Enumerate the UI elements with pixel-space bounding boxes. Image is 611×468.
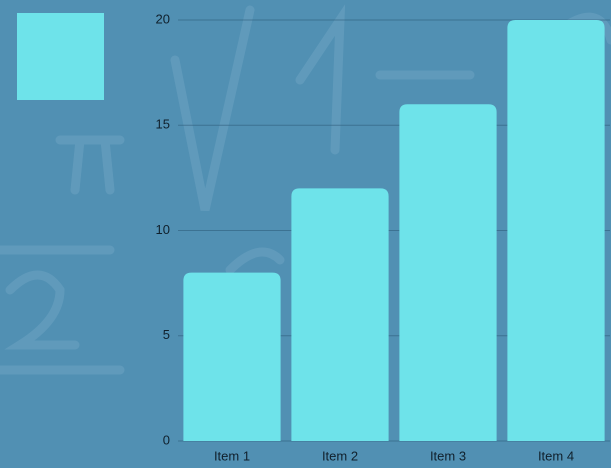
bar (399, 104, 497, 441)
y-tick-label: 5 (163, 327, 170, 342)
y-tick-label: 10 (156, 222, 170, 237)
legend-swatch (17, 13, 104, 100)
x-tick-label: Item 1 (214, 448, 250, 463)
y-tick-label: 15 (156, 117, 170, 132)
x-tick-label: Item 2 (322, 448, 358, 463)
bar (291, 188, 389, 441)
x-tick-label: Item 3 (430, 448, 466, 463)
bar (507, 20, 605, 441)
y-tick-label: 0 (163, 432, 170, 447)
bar (183, 272, 281, 441)
y-tick-label: 20 (156, 11, 170, 26)
x-tick-label: Item 4 (538, 448, 574, 463)
